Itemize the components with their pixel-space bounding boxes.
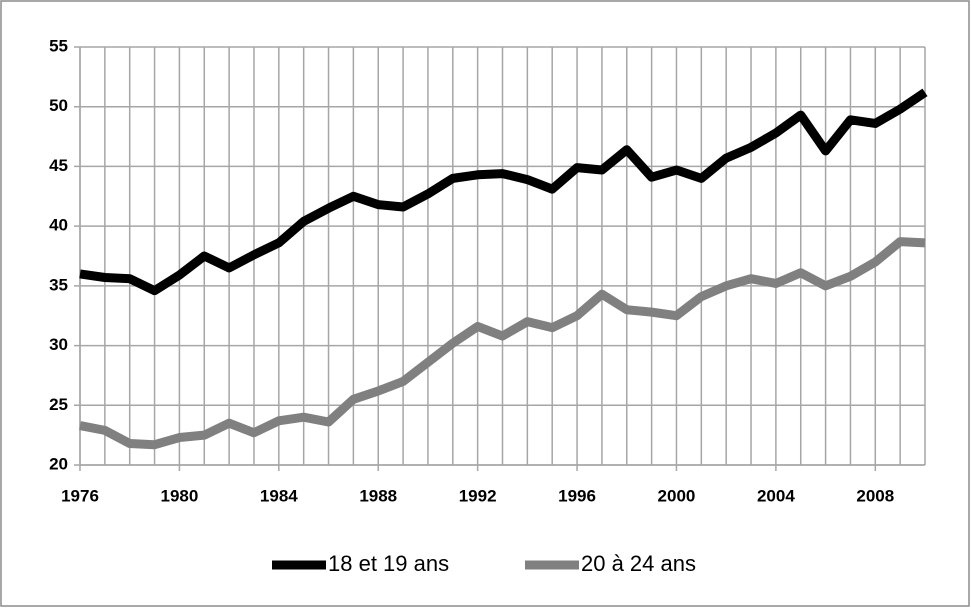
y-tick-label: 30 [49, 335, 68, 354]
x-tick-label: 2008 [856, 486, 894, 505]
y-tick-label: 35 [49, 275, 68, 294]
x-tick-label: 1976 [61, 486, 99, 505]
x-tick-label: 1984 [260, 486, 298, 505]
line-series [79, 237, 926, 450]
y-tick-label: 40 [49, 216, 68, 235]
x-tick-label: 2004 [757, 486, 795, 505]
y-tick-label: 55 [49, 36, 68, 55]
x-tick-label: 1988 [359, 486, 397, 505]
legend-label: 20 à 24 ans [581, 551, 696, 576]
line-series [79, 88, 928, 296]
x-tick-label: 2000 [658, 486, 696, 505]
y-tick-label: 20 [49, 454, 68, 473]
y-tick-label: 45 [49, 156, 68, 175]
x-tick-label: 1980 [160, 486, 198, 505]
legend-label: 18 et 19 ans [328, 551, 449, 576]
x-tick-label: 1992 [459, 486, 497, 505]
y-tick-label: 25 [49, 395, 68, 414]
y-tick-label: 50 [49, 96, 68, 115]
x-tick-label: 1996 [558, 486, 596, 505]
